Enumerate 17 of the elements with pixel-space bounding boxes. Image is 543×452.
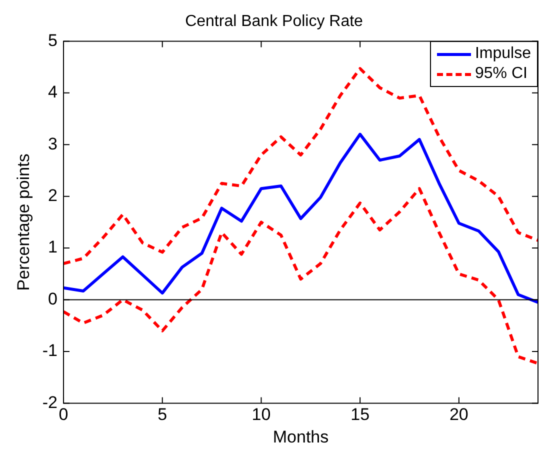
y-tick-label: -1 [42,341,58,360]
y-tick-label: 0 [48,289,58,308]
x-tick-label: 15 [350,405,370,424]
x-axis-title: Months [272,427,329,446]
y-axis-title: Percentage points [14,154,33,291]
y-tick-label: -2 [42,392,58,412]
legend-label: Impulse [474,44,531,64]
x-tick-label: 20 [449,405,468,424]
y-tick-label: 3 [48,134,58,154]
x-tick-label: 5 [158,405,168,424]
y-tick-label: 5 [48,30,58,50]
y-tick-label: 2 [48,186,58,206]
y-tick-label: 4 [48,82,58,102]
legend-label: 95% CI [474,64,528,84]
chart-title: Central Bank Policy Rate [185,13,364,30]
x-tick-label: 10 [252,405,271,424]
y-tick-label: 1 [48,238,58,257]
